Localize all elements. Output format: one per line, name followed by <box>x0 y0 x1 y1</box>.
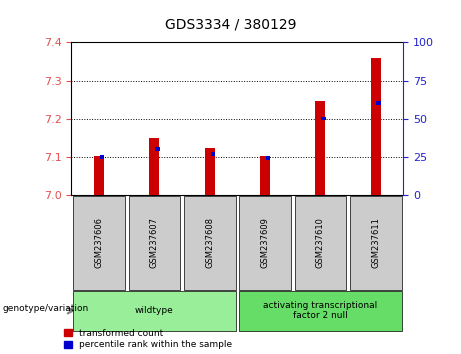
Text: GSM237606: GSM237606 <box>95 217 104 268</box>
Text: GDS3334 / 380129: GDS3334 / 380129 <box>165 18 296 32</box>
Legend: transformed count, percentile rank within the sample: transformed count, percentile rank withi… <box>65 329 232 349</box>
Bar <box>260 155 270 195</box>
Bar <box>371 58 381 195</box>
Text: wildtype: wildtype <box>135 306 174 315</box>
Text: genotype/variation: genotype/variation <box>2 304 89 313</box>
Bar <box>211 152 215 155</box>
Bar <box>377 102 381 105</box>
Text: GSM237609: GSM237609 <box>260 217 270 268</box>
Bar <box>266 156 270 160</box>
Bar <box>100 155 104 159</box>
Bar <box>155 147 160 151</box>
Text: GSM237607: GSM237607 <box>150 217 159 268</box>
Bar <box>149 138 160 195</box>
Text: GSM237611: GSM237611 <box>371 217 380 268</box>
Bar <box>315 102 325 195</box>
Bar <box>321 117 325 120</box>
Bar <box>94 155 104 195</box>
Text: activating transcriptional
factor 2 null: activating transcriptional factor 2 null <box>263 301 378 320</box>
Text: GSM237610: GSM237610 <box>316 217 325 268</box>
Bar <box>205 148 215 195</box>
Text: GSM237608: GSM237608 <box>205 217 214 268</box>
